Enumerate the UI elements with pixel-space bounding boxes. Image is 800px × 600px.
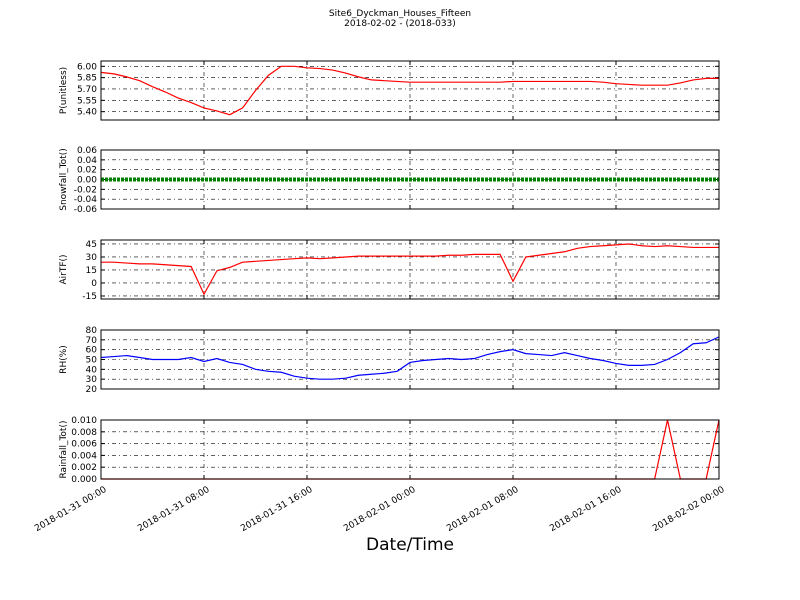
y-tick-label: 5.70 (77, 85, 97, 95)
x-tick-label: 2018-02-01 00:00 (342, 485, 417, 534)
y-tick-label: 0.00 (77, 176, 97, 186)
y-axis-label: Snowfall_Tot() (59, 148, 69, 211)
y-tick-label: 60 (86, 346, 98, 356)
x-tick-label: 2018-02-02 00:00 (651, 485, 726, 534)
y-tick-label: 0.008 (71, 428, 97, 438)
y-tick-label: 80 (86, 326, 98, 336)
y-tick-label: -0.04 (74, 195, 98, 205)
y-tick-label: 0.010 (71, 416, 97, 426)
y-tick-label: 45 (86, 240, 97, 250)
y-tick-label: 30 (86, 253, 98, 263)
axes-frame (100, 60, 720, 121)
chart-subtitle: 2018-02-02 - (2018-033) (344, 19, 456, 29)
y-tick-label: 0.002 (71, 463, 97, 473)
y-tick-label: 20 (86, 385, 98, 395)
axes-frame (100, 419, 720, 480)
y-axis-label: RH(%) (59, 345, 69, 374)
y-axis-label: P(unitless) (59, 67, 69, 114)
y-tick-label: -15 (82, 292, 97, 302)
y-tick-label: 40 (86, 365, 98, 375)
y-axis-label: Rainfall_Tot() (59, 421, 69, 479)
y-tick-label: 0 (91, 279, 97, 289)
y-tick-label: 0.06 (77, 146, 97, 156)
y-tick-label: 50 (86, 356, 98, 366)
x-tick-label: 2018-01-31 00:00 (33, 485, 108, 534)
y-axis-label: AirTF() (59, 254, 69, 284)
chart-title: Site6_Dyckman_Houses_Fifteen (329, 9, 471, 19)
data-line (100, 336, 720, 380)
data-line (100, 65, 719, 116)
y-tick-label: 0.000 (71, 475, 97, 485)
y-tick-label: 0.04 (77, 156, 97, 166)
y-tick-label: 15 (86, 266, 97, 276)
x-tick-label: 2018-01-31 16:00 (239, 485, 314, 534)
y-tick-label: 70 (86, 336, 98, 346)
x-tick-label: 2018-02-01 08:00 (445, 485, 520, 534)
data-line (101, 243, 719, 296)
y-tick-label: 5.40 (77, 108, 97, 118)
axes-frame (100, 239, 720, 300)
x-tick-label: 2018-01-31 08:00 (136, 485, 211, 534)
y-tick-label: -0.06 (74, 205, 98, 215)
x-axis-label: Date/Time (366, 535, 454, 555)
y-tick-label: 0.006 (71, 440, 97, 450)
y-tick-label: 0.02 (77, 166, 97, 176)
y-tick-label: 5.55 (77, 96, 97, 106)
axes-frame (100, 329, 720, 390)
axes-frame (100, 149, 720, 210)
y-tick-label: 5.85 (77, 74, 97, 84)
y-tick-label: -0.02 (74, 185, 97, 195)
y-tick-label: 0.004 (71, 451, 97, 461)
y-tick-label: 30 (86, 375, 98, 385)
x-tick-label: 2018-02-01 16:00 (548, 485, 623, 534)
y-tick-label: 6.00 (77, 62, 97, 72)
